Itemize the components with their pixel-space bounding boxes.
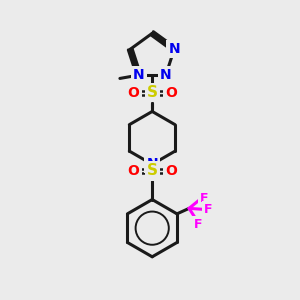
Text: F: F: [200, 192, 209, 205]
Text: O: O: [128, 86, 140, 100]
Text: O: O: [165, 164, 177, 178]
Text: O: O: [165, 86, 177, 100]
Text: N: N: [133, 68, 144, 82]
Text: S: S: [147, 164, 158, 178]
Text: N: N: [168, 42, 180, 56]
Text: N: N: [160, 68, 172, 82]
Text: S: S: [147, 85, 158, 100]
Text: N: N: [146, 157, 158, 171]
Text: O: O: [128, 164, 140, 178]
Text: F: F: [194, 218, 202, 231]
Text: F: F: [204, 203, 213, 216]
